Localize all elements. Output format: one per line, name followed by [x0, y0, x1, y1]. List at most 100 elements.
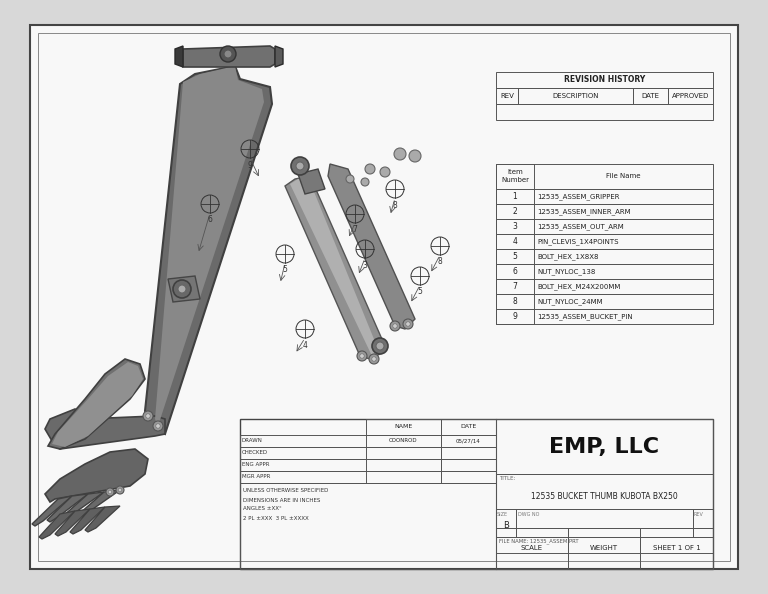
Polygon shape	[45, 409, 165, 449]
Circle shape	[108, 490, 112, 494]
Circle shape	[376, 342, 384, 350]
Circle shape	[359, 354, 364, 358]
Text: FILE NAME: 12535_ASSEM.PRT: FILE NAME: 12535_ASSEM.PRT	[499, 538, 578, 544]
Bar	[496, 234, 713, 249]
Circle shape	[116, 486, 124, 494]
Text: 12535 BUCKET THUMB KUBOTA BX250: 12535 BUCKET THUMB KUBOTA BX250	[531, 492, 678, 501]
Text: BOLT_HEX_M24X200MM: BOLT_HEX_M24X200MM	[537, 283, 621, 290]
Polygon shape	[32, 496, 72, 526]
Text: 9: 9	[512, 312, 518, 321]
Bar	[496, 204, 713, 219]
Bar	[496, 509, 713, 537]
Circle shape	[173, 280, 191, 298]
Bar	[240, 419, 713, 569]
Text: WEIGHT: WEIGHT	[590, 545, 618, 551]
Text: EMP, LLC: EMP, LLC	[549, 437, 660, 457]
Bar	[496, 219, 534, 234]
Polygon shape	[183, 46, 275, 67]
Polygon shape	[155, 66, 264, 426]
Polygon shape	[48, 359, 145, 449]
Bar	[496, 249, 534, 264]
Bar	[518, 88, 633, 104]
Text: APPROVED: APPROVED	[672, 93, 709, 99]
Polygon shape	[62, 492, 104, 519]
Bar	[441, 447, 496, 459]
Circle shape	[153, 421, 163, 431]
Circle shape	[156, 424, 161, 428]
Text: SCALE: SCALE	[521, 545, 543, 551]
Bar	[640, 528, 713, 569]
Bar	[496, 189, 534, 204]
Text: 12535_ASSEM_BUCKET_PIN: 12535_ASSEM_BUCKET_PIN	[537, 313, 633, 320]
Bar	[496, 264, 713, 279]
Text: REVISION HISTORY: REVISION HISTORY	[564, 75, 645, 84]
Circle shape	[291, 157, 309, 175]
Bar	[366, 435, 441, 447]
Text: SHEET 1 OF 1: SHEET 1 OF 1	[653, 545, 700, 551]
Text: 4: 4	[512, 237, 518, 246]
Circle shape	[146, 414, 151, 418]
Text: 7: 7	[353, 226, 357, 235]
Bar	[496, 164, 534, 189]
Text: BOLT_HEX_1X8X8: BOLT_HEX_1X8X8	[537, 253, 598, 260]
Bar	[496, 264, 534, 279]
Bar	[633, 88, 668, 104]
Circle shape	[392, 324, 397, 328]
Text: PIN_CLEVIS_1X4POINTS: PIN_CLEVIS_1X4POINTS	[537, 238, 618, 245]
Text: 5: 5	[512, 252, 518, 261]
Bar	[496, 537, 713, 553]
Text: 5: 5	[418, 287, 422, 296]
Bar	[496, 309, 713, 324]
Polygon shape	[175, 46, 183, 67]
Bar	[496, 509, 516, 537]
Text: 5: 5	[283, 266, 287, 274]
Text: NUT_NYLOC_138: NUT_NYLOC_138	[537, 268, 595, 275]
Text: File Name: File Name	[606, 173, 641, 179]
Circle shape	[394, 148, 406, 160]
Polygon shape	[145, 66, 272, 434]
Text: 1: 1	[512, 192, 518, 201]
Bar	[496, 294, 713, 309]
Text: ANGLES ±XX°: ANGLES ±XX°	[243, 507, 282, 511]
Bar	[366, 471, 441, 483]
Bar	[496, 279, 534, 294]
Bar	[240, 435, 496, 447]
Text: B: B	[503, 520, 509, 529]
Text: REV: REV	[500, 93, 514, 99]
Text: 6: 6	[207, 216, 213, 225]
Text: 7: 7	[512, 282, 518, 291]
Polygon shape	[47, 494, 88, 522]
Circle shape	[409, 150, 421, 162]
Bar	[496, 294, 534, 309]
Bar	[568, 528, 640, 569]
Text: 6: 6	[512, 267, 518, 276]
Text: 12535_ASSEM_GRIPPER: 12535_ASSEM_GRIPPER	[537, 193, 620, 200]
Circle shape	[220, 46, 236, 62]
Circle shape	[372, 338, 388, 354]
Text: 05/27/14: 05/27/14	[456, 438, 481, 444]
Bar	[496, 189, 713, 204]
Polygon shape	[52, 362, 143, 447]
Bar	[693, 509, 713, 537]
Text: MGR APPR: MGR APPR	[242, 475, 270, 479]
Bar	[366, 447, 441, 459]
Text: 9: 9	[247, 160, 253, 169]
Bar	[496, 309, 534, 324]
Text: NUT_NYLOC_24MM: NUT_NYLOC_24MM	[537, 298, 603, 305]
Text: SIZE: SIZE	[497, 511, 508, 517]
Polygon shape	[298, 169, 325, 194]
Polygon shape	[275, 46, 283, 67]
Text: DIMENSIONS ARE IN INCHES: DIMENSIONS ARE IN INCHES	[243, 498, 320, 503]
Text: UNLESS OTHERWISE SPECIFIED: UNLESS OTHERWISE SPECIFIED	[243, 488, 329, 494]
Text: TITLE:: TITLE:	[499, 476, 515, 482]
Polygon shape	[168, 276, 200, 302]
Text: NAME: NAME	[395, 425, 412, 429]
Text: COONROD: COONROD	[389, 438, 418, 444]
Text: REV: REV	[694, 511, 704, 517]
Text: 12535_ASSEM_OUT_ARM: 12535_ASSEM_OUT_ARM	[537, 223, 624, 230]
Bar	[668, 88, 713, 104]
Bar	[516, 509, 693, 537]
Text: ENG APPR: ENG APPR	[242, 463, 270, 467]
Text: DATE: DATE	[641, 93, 660, 99]
Circle shape	[361, 178, 369, 186]
